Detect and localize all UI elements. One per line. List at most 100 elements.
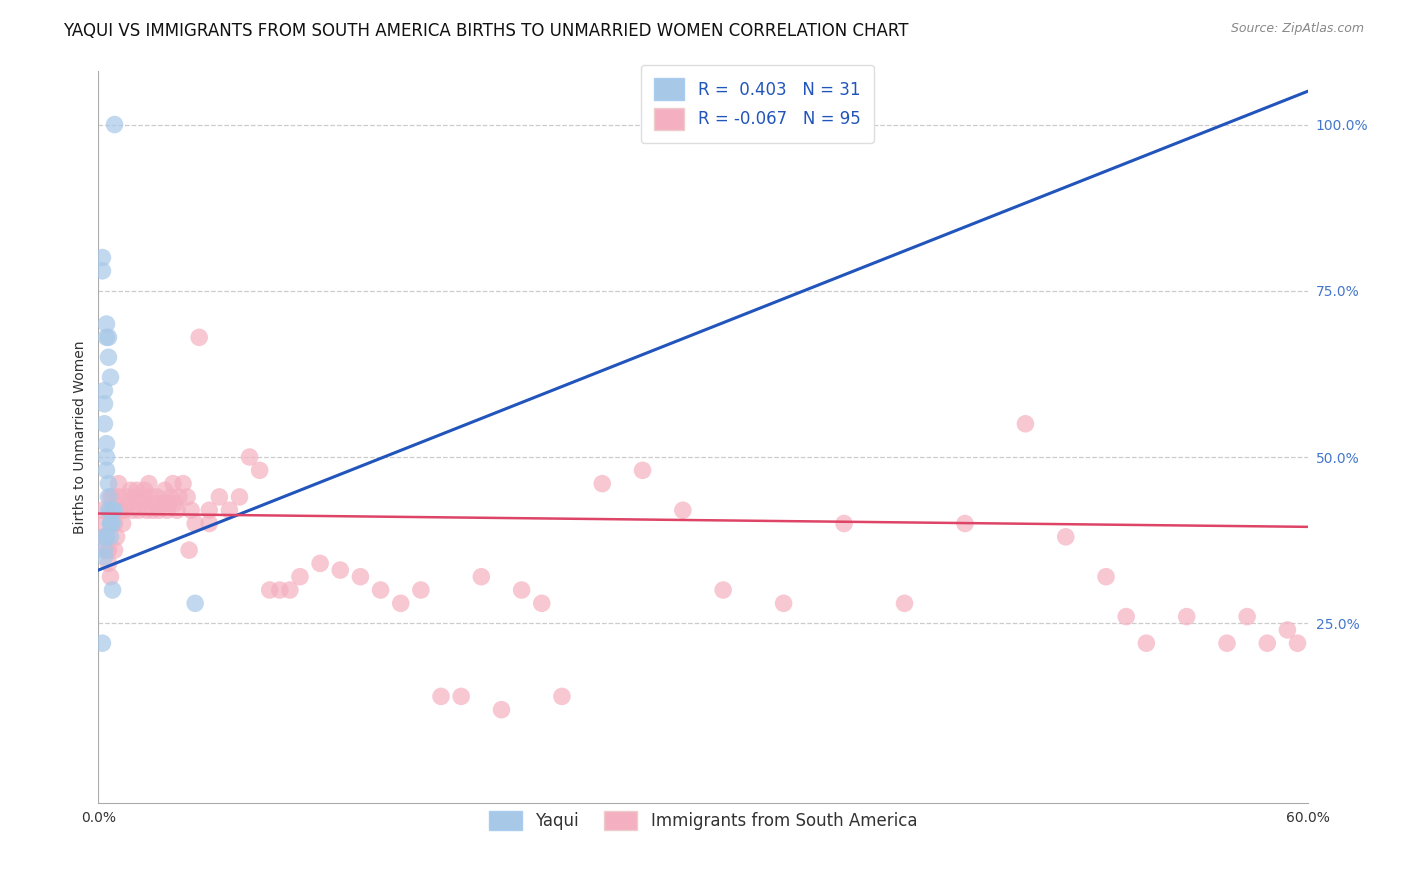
Point [143, 497, 166, 511]
Point [97, 330, 120, 344]
Point [101, 503, 124, 517]
Point [1216, 636, 1239, 650]
Point [450, 690, 472, 704]
Point [124, 490, 146, 504]
Point [179, 543, 201, 558]
Point [1014, 417, 1036, 431]
Point [631, 463, 654, 477]
Point [138, 476, 160, 491]
Point [184, 516, 207, 531]
Point [91, 251, 114, 265]
Point [551, 690, 574, 704]
Point [107, 476, 129, 491]
Point [91, 636, 114, 650]
Point [1095, 570, 1118, 584]
Point [91, 264, 114, 278]
Point [1054, 530, 1077, 544]
Point [101, 503, 124, 517]
Point [1236, 609, 1258, 624]
Point [103, 543, 125, 558]
Point [530, 596, 553, 610]
Point [1115, 609, 1137, 624]
Point [100, 530, 122, 544]
Point [96, 530, 118, 544]
Point [172, 476, 194, 491]
Point [167, 490, 190, 504]
Point [103, 516, 125, 531]
Point [110, 503, 132, 517]
Point [278, 582, 301, 597]
Point [96, 463, 118, 477]
Point [470, 570, 492, 584]
Point [259, 582, 281, 597]
Point [1175, 609, 1198, 624]
Point [153, 483, 176, 498]
Point [93, 417, 115, 431]
Point [491, 703, 513, 717]
Point [103, 503, 125, 517]
Point [120, 483, 142, 498]
Point [96, 330, 118, 344]
Point [97, 351, 120, 365]
Text: Source: ZipAtlas.com: Source: ZipAtlas.com [1230, 22, 1364, 36]
Legend: Yaqui, Immigrants from South America: Yaqui, Immigrants from South America [481, 803, 925, 838]
Point [198, 503, 221, 517]
Point [510, 582, 533, 597]
Point [111, 516, 134, 531]
Point [166, 503, 188, 517]
Point [97, 490, 120, 504]
Point [96, 530, 118, 544]
Point [97, 557, 120, 571]
Point [93, 397, 115, 411]
Point [208, 490, 231, 504]
Point [389, 596, 412, 610]
Point [832, 516, 855, 531]
Point [142, 503, 165, 517]
Point [100, 490, 122, 504]
Point [672, 503, 695, 517]
Point [160, 490, 183, 504]
Point [97, 503, 120, 517]
Point [772, 596, 794, 610]
Point [121, 503, 143, 517]
Point [146, 490, 169, 504]
Point [184, 596, 207, 610]
Point [100, 503, 122, 517]
Point [93, 549, 115, 564]
Point [349, 570, 371, 584]
Point [93, 384, 115, 398]
Point [893, 596, 915, 610]
Point [370, 582, 392, 597]
Point [118, 497, 141, 511]
Point [157, 497, 180, 511]
Y-axis label: Births to Unmarried Women: Births to Unmarried Women [73, 341, 87, 533]
Point [162, 476, 184, 491]
Point [180, 503, 202, 517]
Point [139, 490, 162, 504]
Point [105, 530, 128, 544]
Point [125, 483, 148, 498]
Point [156, 503, 179, 517]
Point [114, 503, 136, 517]
Point [93, 530, 115, 544]
Point [309, 557, 332, 571]
Point [100, 370, 122, 384]
Point [97, 476, 120, 491]
Point [1286, 636, 1309, 650]
Point [128, 503, 150, 517]
Point [100, 570, 122, 584]
Point [591, 476, 613, 491]
Point [103, 118, 125, 132]
Point [249, 463, 271, 477]
Point [218, 503, 240, 517]
Point [101, 582, 124, 597]
Point [163, 497, 186, 511]
Point [115, 490, 138, 504]
Point [239, 450, 262, 464]
Point [97, 543, 120, 558]
Point [1135, 636, 1157, 650]
Point [93, 530, 115, 544]
Text: YAQUI VS IMMIGRANTS FROM SOUTH AMERICA BIRTHS TO UNMARRIED WOMEN CORRELATION CHA: YAQUI VS IMMIGRANTS FROM SOUTH AMERICA B… [63, 22, 908, 40]
Point [100, 516, 122, 531]
Point [96, 543, 118, 558]
